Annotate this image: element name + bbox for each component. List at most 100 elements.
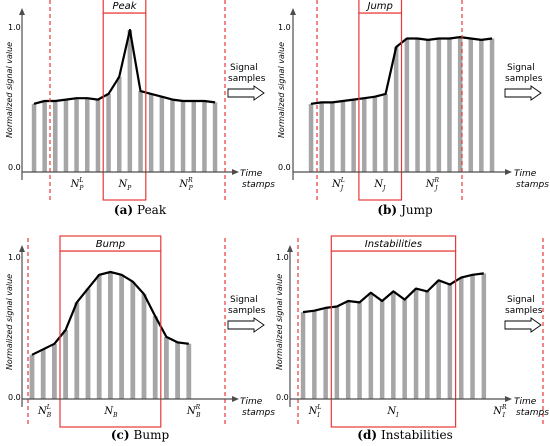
bar-17 — [202, 101, 207, 172]
bar-1 — [300, 312, 306, 399]
x-axis-arrow-icon — [232, 396, 239, 402]
region-label-event: NJ — [373, 179, 386, 192]
bar-6 — [85, 98, 90, 172]
region-label-subscript: I — [316, 412, 320, 419]
caption-text: Instabilities — [381, 428, 453, 442]
signal-samples-label-line1: Signal — [507, 295, 535, 305]
bars — [300, 273, 487, 399]
y-tick-label-bottom: 0.0 — [8, 393, 21, 402]
region-label-superscript: L — [46, 404, 51, 411]
caption-text: Bump — [134, 428, 170, 442]
region-label-base: N — [70, 179, 81, 190]
bar-6 — [357, 302, 362, 399]
y-axis-arrow-icon — [290, 8, 296, 15]
signal-samples-label-line2: samples — [228, 74, 266, 84]
region-label-left: NL B — [37, 404, 52, 419]
region-label-right: NR J — [425, 177, 440, 192]
region-label-subscript: B — [112, 412, 118, 419]
x-axis-label-line1: Time — [514, 169, 537, 179]
y-tick-label-top: 1.0 — [8, 253, 21, 262]
y-tick-label-top: 1.0 — [276, 253, 289, 262]
bar-14 — [170, 99, 175, 172]
samples-arrow-icon — [227, 85, 265, 101]
y-tick-label-bottom: 0.0 — [278, 163, 291, 172]
bar-10 — [402, 299, 407, 399]
caption-text: Jump — [399, 203, 433, 217]
x-axis-label-line2: stamps — [516, 180, 549, 190]
y-axis-arrow-icon — [287, 245, 293, 252]
bar-7 — [368, 292, 374, 399]
bar-2 — [40, 349, 46, 399]
signal-samples-label-line1: Signal — [507, 63, 535, 73]
region-label-subscript: J — [433, 185, 438, 192]
bar-12 — [148, 93, 154, 172]
region-label-superscript: R — [501, 404, 507, 411]
bar-6 — [362, 98, 367, 172]
bar-9 — [393, 47, 399, 172]
bar-11 — [413, 288, 419, 399]
bar-1 — [308, 103, 314, 172]
bar-17 — [481, 273, 487, 399]
region-label-base: N — [331, 179, 342, 190]
panel-peak: Peak 1.0 0.0 Normalized signal value Timesta… — [5, 0, 275, 217]
bar-6 — [85, 288, 91, 399]
caption-letter: (b) — [377, 203, 397, 217]
y-axis-arrow-icon — [19, 245, 25, 252]
bar-3 — [330, 102, 335, 172]
region-label-base: N — [178, 179, 189, 190]
bar-11 — [138, 91, 143, 172]
caption-letter: (c) — [111, 428, 130, 442]
bar-9 — [117, 76, 122, 172]
region-label-base: N — [386, 406, 397, 417]
panel-jump: Jump 1.0 0.0 Normalized signal value Timesta… — [277, 0, 549, 217]
bar-12 — [425, 291, 430, 399]
event-window-label: Bump — [96, 239, 125, 250]
bar-18 — [212, 102, 218, 172]
region-label-superscript: L — [340, 177, 345, 184]
region-label-subscript: I — [502, 412, 506, 419]
x-axis-arrow-icon — [232, 169, 239, 175]
region-label-base: N — [37, 406, 48, 417]
region-label-base: N — [186, 406, 197, 417]
bar-9 — [119, 274, 124, 399]
region-label-subscript: B — [195, 412, 201, 419]
bar-5 — [74, 98, 79, 172]
bar-12 — [152, 316, 158, 399]
bar-11 — [415, 38, 420, 172]
bar-4 — [63, 330, 68, 399]
bar-4 — [340, 101, 346, 172]
region-label-subscript: J — [339, 185, 344, 192]
x-axis-label-line2: stamps — [242, 180, 275, 190]
region-label-event: NI — [386, 406, 399, 419]
region-label-superscript: R — [434, 177, 440, 184]
bar-7 — [95, 99, 101, 172]
bar-14 — [175, 342, 180, 399]
bar-2 — [42, 101, 47, 172]
y-tick-label-top: 1.0 — [8, 23, 21, 32]
bar-8 — [106, 93, 111, 172]
bar-14 — [447, 284, 453, 399]
signal-samples-label-line2: samples — [505, 74, 543, 84]
region-label-right: NR P — [178, 177, 193, 192]
signal-curve — [302, 272, 484, 314]
caption-letter: (a) — [114, 203, 133, 217]
y-axis-arrow-icon — [19, 8, 25, 15]
panel-bump: Bump 1.0 0.0 Normalized signal value Timesta… — [5, 235, 275, 442]
bar-1 — [31, 103, 37, 172]
bar-16 — [191, 101, 196, 172]
signal-samples-label-line2: samples — [505, 306, 543, 316]
region-label-base: N — [308, 406, 319, 417]
bar-5 — [345, 301, 351, 399]
bars — [308, 37, 495, 173]
event-window-label-box — [358, 0, 403, 14]
event-window-label-box — [102, 0, 147, 14]
bar-17 — [479, 39, 484, 173]
bar-8 — [379, 301, 385, 399]
x-axis-label-line2: stamps — [242, 408, 275, 418]
bar-8 — [383, 93, 388, 172]
bar-2 — [312, 310, 317, 399]
bar-12 — [425, 39, 431, 173]
samples-arrow-icon — [504, 85, 542, 101]
region-label-base: N — [118, 179, 129, 190]
